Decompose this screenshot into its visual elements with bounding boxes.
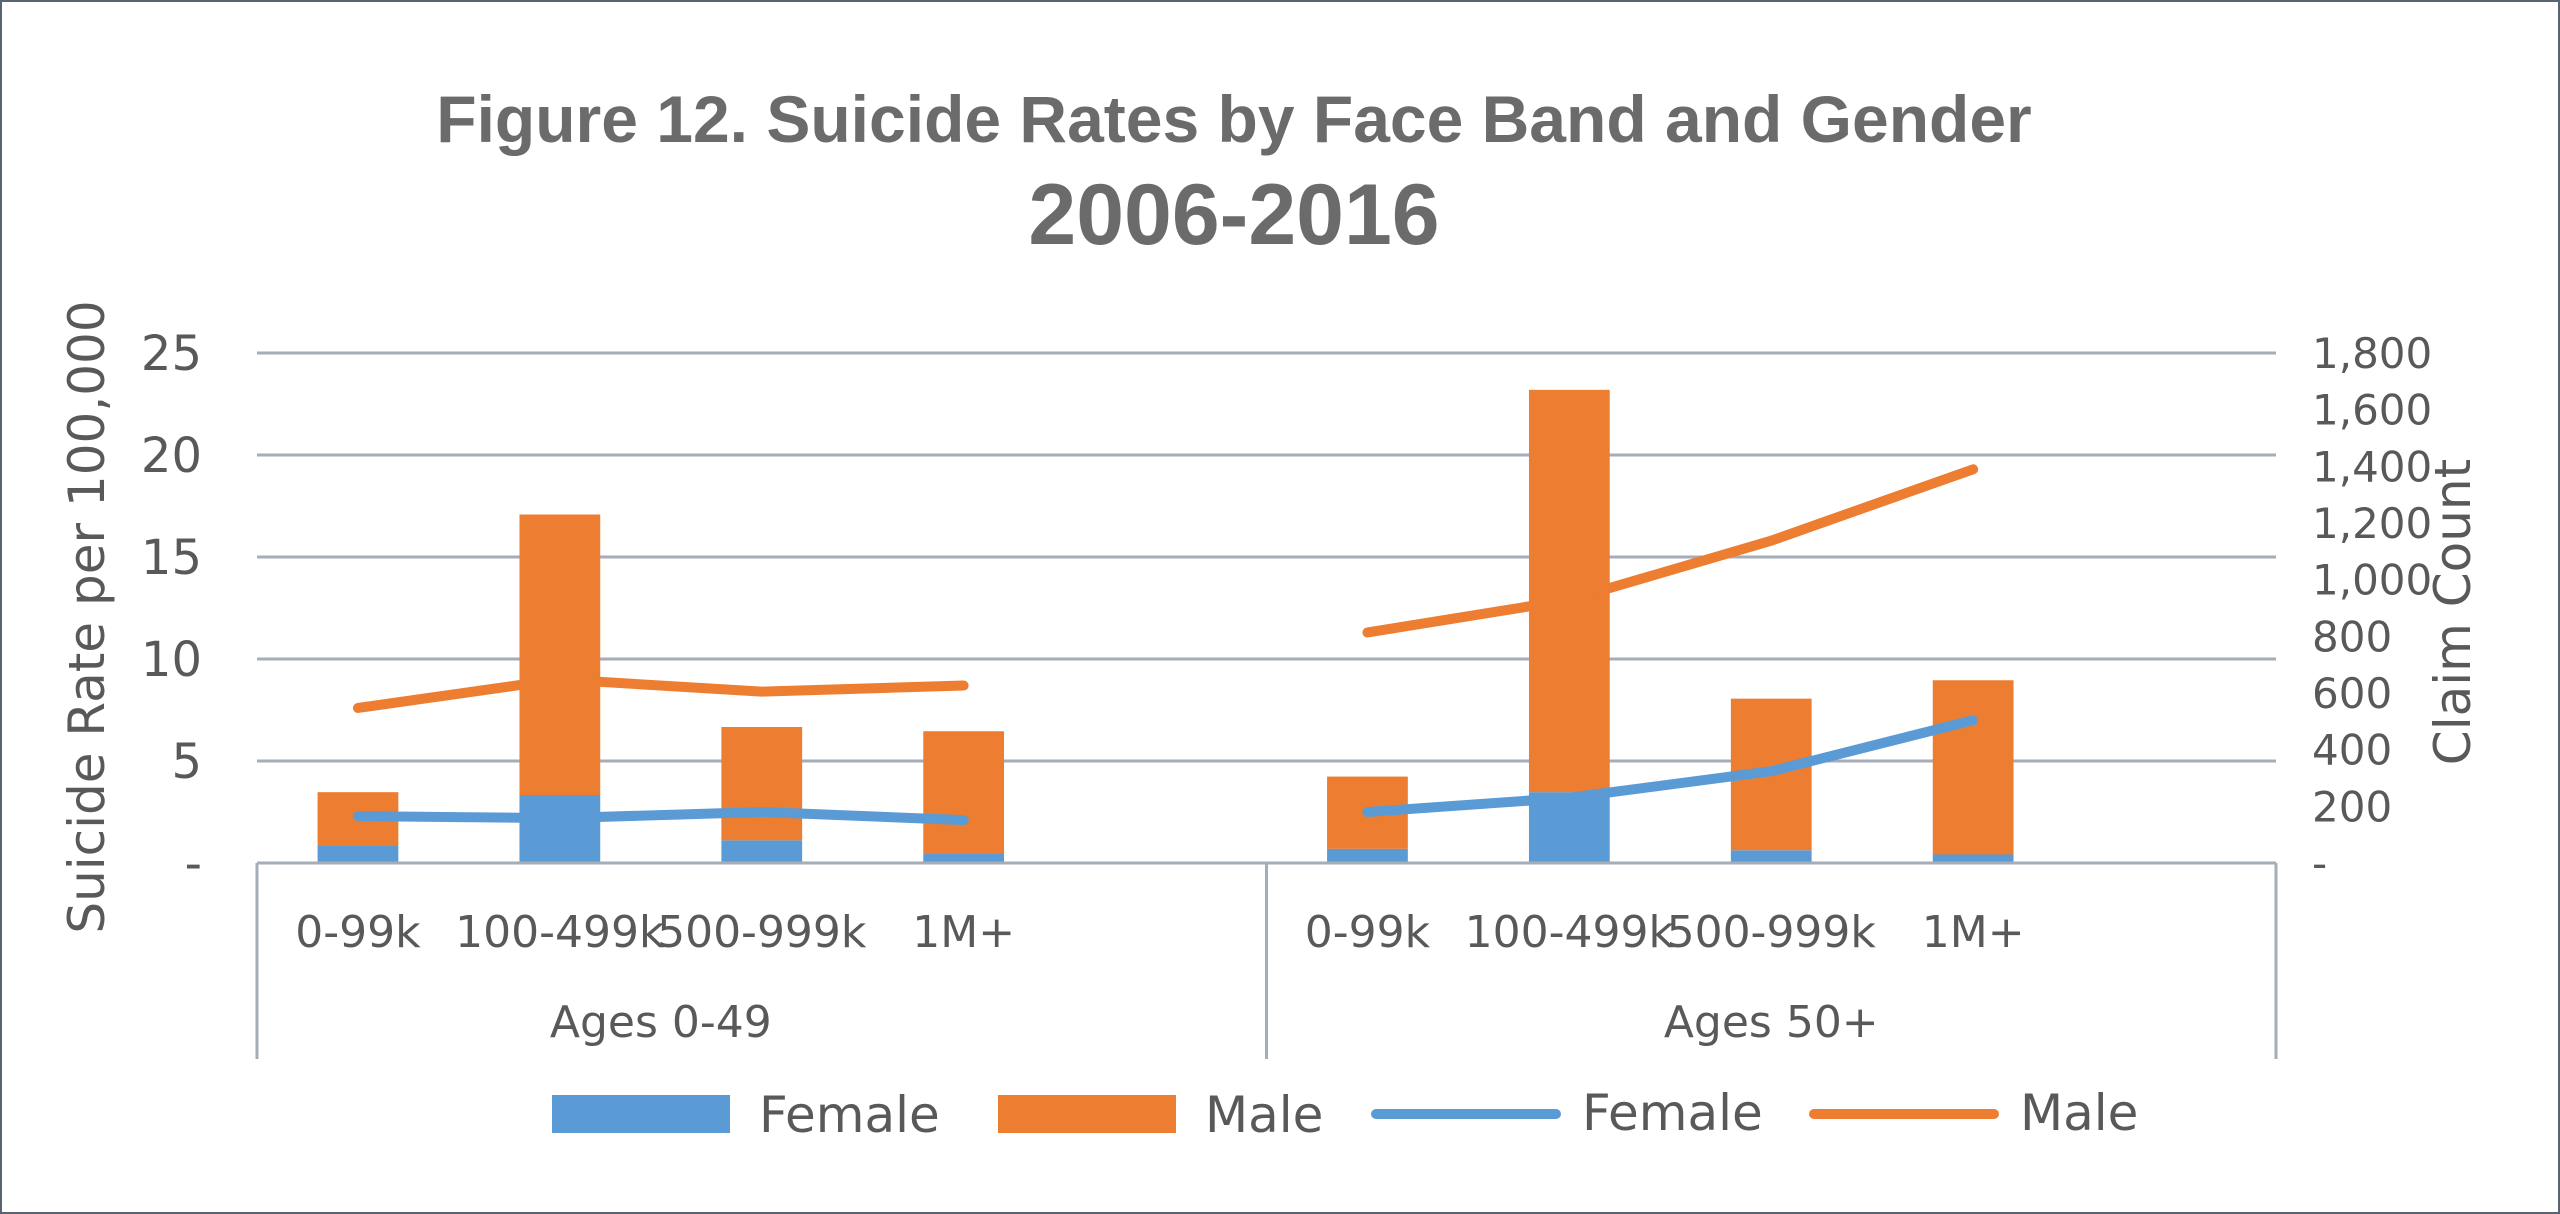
line-female: [1362, 715, 1979, 817]
x-tick-label: 100-499k: [455, 907, 665, 958]
x-tick-label: 1M+: [1922, 907, 2025, 958]
y-tick-label: -: [185, 836, 202, 892]
bar-male: [923, 731, 1005, 854]
y2-tick-label: 400: [2312, 726, 2392, 775]
chart-subtitle: 2006-2016: [1028, 167, 1439, 263]
y-tick-label: 25: [141, 326, 202, 382]
y2-tick-label: 1,200: [2312, 499, 2432, 548]
x-tick-label: 1M+: [912, 907, 1015, 958]
legend-label: Female: [759, 1086, 940, 1144]
y2-tick-label: 1,800: [2312, 329, 2432, 378]
line-male: [352, 674, 969, 713]
x-tick-label: 0-99k: [295, 907, 421, 958]
x-tick-label: 100-499k: [1465, 907, 1675, 958]
x-tick-label: 500-999k: [1667, 907, 1877, 958]
y2-axis-title: Claim Count: [2424, 459, 2482, 765]
bar-male: [1932, 680, 2014, 855]
line-female: [352, 807, 969, 826]
y2-tick-label: -: [2312, 839, 2327, 888]
y2-tick-label: 600: [2312, 669, 2392, 718]
chart-title: Figure 12. Suicide Rates by Face Band an…: [436, 82, 2031, 156]
y-tick-label: 10: [141, 632, 202, 688]
bar-female: [519, 795, 601, 863]
bar-female: [317, 846, 399, 863]
bar-male: [519, 514, 601, 795]
y-tick-label: 5: [171, 734, 202, 790]
bar-female: [721, 840, 803, 863]
y2-tick-label: 800: [2312, 612, 2392, 661]
group-label: Ages 50+: [1664, 997, 1879, 1048]
y2-tick-label: 1,400: [2312, 442, 2432, 491]
y-tick-label: 15: [141, 530, 202, 586]
x-tick-label: 0-99k: [1305, 907, 1431, 958]
y-axis-title: Suicide Rate per 100,000: [58, 300, 116, 933]
bar-female: [1932, 854, 2014, 863]
bar-male: [721, 727, 803, 841]
bar-female: [1327, 848, 1408, 863]
y-tick-label: 20: [141, 428, 202, 484]
line-male: [1362, 464, 1979, 638]
y2-tick-label: 1,000: [2312, 556, 2432, 605]
legend-label: Female: [1582, 1084, 1763, 1142]
legend-label: Male: [2020, 1084, 2138, 1142]
bar-female: [1730, 850, 1812, 863]
group-label: Ages 0-49: [550, 997, 772, 1048]
bar-female: [923, 853, 1005, 863]
legend-swatch-bar-male: [998, 1095, 1176, 1133]
x-tick-label: 500-999k: [657, 907, 867, 958]
y2-tick-label: 200: [2312, 782, 2392, 831]
legend-label: Male: [1205, 1086, 1323, 1144]
legend-swatch-bar-female: [552, 1095, 730, 1133]
y2-tick-label: 1,600: [2312, 386, 2432, 435]
